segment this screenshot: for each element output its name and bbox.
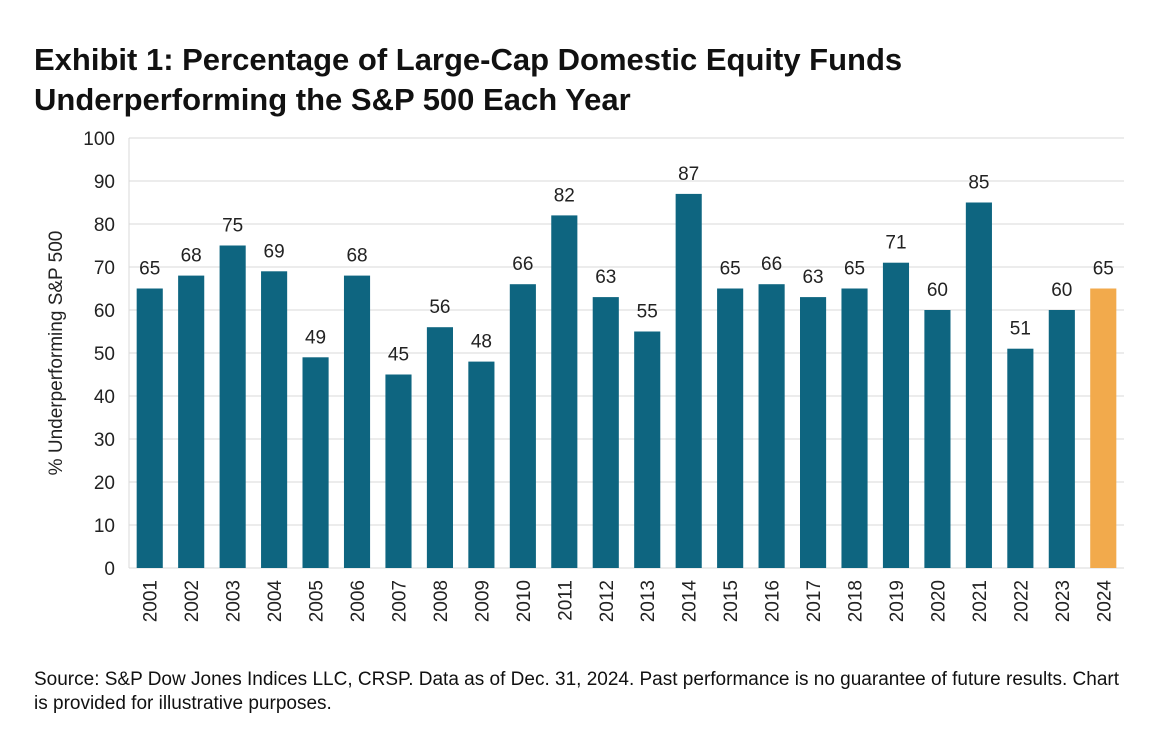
data-label-2023: 60 [1051, 280, 1072, 301]
x-tick-label-2023: 2023 [1053, 580, 1074, 622]
bar-2019 [882, 262, 910, 568]
x-tick-label-2010: 2010 [514, 580, 535, 622]
data-label-2004: 69 [264, 241, 285, 262]
data-label-2016: 66 [761, 254, 782, 275]
x-tick-label-2004: 2004 [265, 580, 286, 623]
x-tick-label-2002: 2002 [182, 580, 203, 622]
bar-2009 [468, 361, 495, 568]
bar-2008 [426, 327, 453, 568]
data-label-2008: 56 [429, 297, 450, 318]
x-tick-label-2019: 2019 [887, 580, 908, 622]
x-tick-label-2018: 2018 [846, 580, 867, 622]
bar-2014 [675, 193, 702, 568]
data-label-2002: 68 [181, 246, 202, 267]
x-tick-label-2014: 2014 [680, 580, 701, 623]
data-labels: 65 68 75 69 49 68 45 56 48 66 82 63 55 87 65 66 63 65 71 60… [139, 164, 1114, 366]
x-tick-label-2013: 2013 [638, 580, 659, 622]
x-tick-label-2020: 2020 [928, 580, 949, 622]
bar-2001 [136, 288, 163, 568]
bar-2013 [634, 331, 661, 568]
bar-2007 [385, 374, 412, 568]
data-label-2012: 63 [595, 267, 616, 288]
data-label-2005: 49 [305, 327, 326, 348]
x-tick-label-2016: 2016 [763, 580, 784, 622]
bar-2018 [841, 288, 868, 568]
y-tick-label: 40 [94, 387, 115, 408]
y-tick-label: 50 [94, 344, 115, 365]
x-tick-label-2022: 2022 [1011, 580, 1032, 622]
x-tick-label-2009: 2009 [472, 580, 493, 622]
bar-2023 [1048, 310, 1075, 568]
bar-2012 [592, 297, 619, 568]
x-tick-label-2007: 2007 [389, 580, 410, 622]
x-tick-label-2021: 2021 [970, 580, 991, 622]
bar-2011 [551, 215, 578, 568]
data-label-2022: 51 [1010, 319, 1031, 340]
grid-lines [128, 137, 1124, 569]
bar-2024 [1090, 288, 1117, 568]
data-label-2014: 87 [678, 164, 699, 185]
data-label-2017: 63 [802, 267, 823, 288]
y-tick-label: 30 [94, 430, 115, 451]
data-label-2021: 85 [968, 173, 989, 194]
y-tick-label: 80 [94, 215, 115, 236]
bar-chart: 0 10 20 30 40 50 60 70 80 90 100 65 68 75 69 49 68 45 56 4… [46, 129, 1124, 623]
x-tick-label-2001: 2001 [141, 580, 162, 622]
bar-2002 [178, 275, 205, 568]
chart-title: Exhibit 1: Percentage of Large-Cap Domes… [34, 42, 903, 117]
data-label-2009: 48 [471, 332, 492, 353]
data-label-2006: 68 [346, 246, 367, 267]
bar-2006 [343, 275, 371, 568]
y-tick-label: 20 [94, 473, 115, 494]
bar-2017 [800, 297, 827, 568]
data-label-2015: 65 [720, 259, 741, 280]
bar-2020 [924, 310, 951, 568]
data-label-2019: 71 [885, 233, 906, 254]
data-label-2020: 60 [927, 280, 948, 301]
y-axis-ticks: 0 10 20 30 40 50 60 70 80 90 100 [83, 129, 115, 580]
source-note: Source: S&P Dow Jones Indices LLC, CRSP.… [34, 669, 1119, 714]
bar-2005 [302, 357, 329, 568]
bar-2015 [717, 288, 744, 568]
bar-2022 [1007, 348, 1034, 568]
bar-2016 [758, 284, 785, 568]
x-axis-ticks: 2001 2002 2003 2004 2005 2006 2007 2008 2009 2010… [141, 580, 1116, 623]
x-tick-label-2015: 2015 [721, 580, 742, 622]
x-tick-label-2006: 2006 [348, 580, 369, 622]
data-label-2011: 82 [554, 185, 575, 206]
x-tick-label-2005: 2005 [307, 580, 328, 622]
bar-2004 [261, 271, 288, 568]
data-label-2018: 65 [844, 259, 865, 280]
x-tick-label-2017: 2017 [804, 580, 825, 622]
data-label-2024: 65 [1093, 259, 1114, 280]
bar-2003 [219, 245, 246, 568]
y-tick-label: 0 [104, 559, 115, 580]
y-tick-label: 100 [83, 129, 115, 150]
y-tick-label: 70 [94, 258, 115, 279]
data-label-2013: 55 [637, 302, 658, 323]
bars [136, 193, 1117, 568]
x-tick-label-2024: 2024 [1094, 580, 1115, 623]
bar-2021 [965, 202, 992, 568]
data-label-2003: 75 [222, 216, 243, 237]
y-tick-label: 90 [94, 172, 115, 193]
x-tick-label-2008: 2008 [431, 580, 452, 622]
x-tick-label-2011: 2011 [555, 580, 576, 621]
bar-2010 [509, 284, 536, 568]
y-axis-title: % Underperforming S&P 500 [46, 231, 67, 476]
x-tick-label-2012: 2012 [597, 580, 618, 622]
y-tick-label: 10 [94, 516, 115, 537]
x-tick-label-2003: 2003 [224, 580, 245, 622]
data-label-2010: 66 [512, 254, 533, 275]
data-label-2001: 65 [139, 259, 160, 280]
data-label-2007: 45 [388, 345, 409, 366]
y-tick-label: 60 [94, 301, 115, 322]
